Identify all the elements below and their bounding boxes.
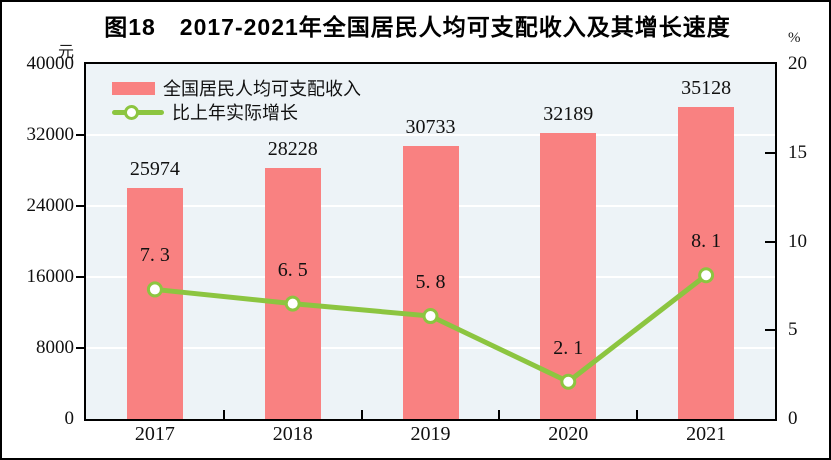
- bar-value-label: 25974: [129, 158, 180, 181]
- x-axis-tick: [360, 410, 363, 419]
- left-axis-tick: [76, 134, 86, 136]
- bar-2019: [402, 146, 459, 419]
- bar-value-label: 32189: [543, 103, 594, 126]
- plot-canvas: 全国居民人均可支配收入 比上年实际增长 25974 28228 30733 32189…: [86, 64, 775, 419]
- bar-value-label: 30733: [405, 116, 456, 139]
- right-axis-tick: [765, 240, 775, 243]
- legend-label-income: 全国居民人均可支配收入: [163, 79, 361, 99]
- growth-value-label: 2. 1: [553, 336, 584, 359]
- chart-title: 图18 2017-2021年全国居民人均可支配收入及其增长速度: [104, 14, 731, 40]
- growth-marker-2017: [146, 281, 163, 298]
- left-axis-tick-label: 8000: [36, 337, 74, 358]
- legend: 全国居民人均可支配收入 比上年实际增长: [112, 76, 361, 124]
- legend-item-growth: 比上年实际增长: [112, 100, 361, 124]
- growth-marker-2021: [698, 267, 715, 284]
- legend-item-income: 全国居民人均可支配收入: [112, 76, 361, 100]
- right-axis-tick-label: 20: [788, 53, 807, 74]
- bar-2017: [126, 188, 183, 419]
- plot-area: 全国居民人均可支配收入 比上年实际增长 25974 28228 30733 32189…: [84, 62, 777, 421]
- right-axis-tick-label: 5: [788, 319, 798, 341]
- line-swatch-icon: [112, 104, 164, 120]
- growth-marker-2018: [284, 295, 301, 312]
- growth-value-label: 6. 5: [277, 258, 308, 281]
- bar-2021: [678, 107, 735, 419]
- x-axis-tick: [636, 410, 639, 419]
- bar-2018: [264, 168, 321, 419]
- left-axis-tick-label: 0: [64, 408, 75, 429]
- x-axis-label-2018: 2018: [272, 423, 313, 445]
- bar-value-label: 28228: [267, 138, 318, 161]
- x-axis-tick: [498, 410, 501, 419]
- left-axis-tick: [76, 205, 86, 207]
- right-axis-tick: [765, 329, 775, 332]
- gridline: [86, 134, 775, 136]
- x-axis-tick: [222, 410, 225, 419]
- line-marker-icon: [124, 104, 139, 120]
- right-axis-tick-label: 15: [788, 141, 807, 163]
- growth-marker-2019: [422, 308, 439, 325]
- x-axis-label-2020: 2020: [548, 423, 589, 445]
- x-axis-label-2019: 2019: [410, 423, 451, 445]
- growth-value-label: 8. 1: [691, 230, 722, 253]
- left-axis-tick-label: 32000: [26, 124, 75, 145]
- left-axis-tick: [76, 276, 86, 278]
- x-axis-label-2021: 2021: [686, 423, 727, 445]
- right-axis-unit: %: [788, 30, 801, 46]
- legend-label-growth: 比上年实际增长: [172, 103, 298, 123]
- left-axis-tick-label: 40000: [26, 53, 75, 74]
- left-axis-tick: [76, 347, 86, 349]
- growth-value-label: 7. 3: [139, 244, 170, 267]
- left-axis-tick-label: 24000: [26, 195, 75, 216]
- bar-value-label: 35128: [681, 77, 732, 100]
- right-axis-tick-label: 10: [788, 230, 807, 252]
- growth-line: [146, 267, 715, 390]
- growth-marker-2020: [560, 373, 577, 390]
- right-axis-tick-label: 0: [788, 408, 798, 429]
- right-axis-tick: [765, 151, 775, 154]
- left-axis-tick-label: 16000: [26, 266, 75, 287]
- bar-swatch-icon: [112, 81, 155, 95]
- growth-value-label: 5. 8: [415, 271, 446, 294]
- x-axis-label-2017: 2017: [134, 423, 175, 445]
- left-axis-unit: 元: [57, 44, 74, 61]
